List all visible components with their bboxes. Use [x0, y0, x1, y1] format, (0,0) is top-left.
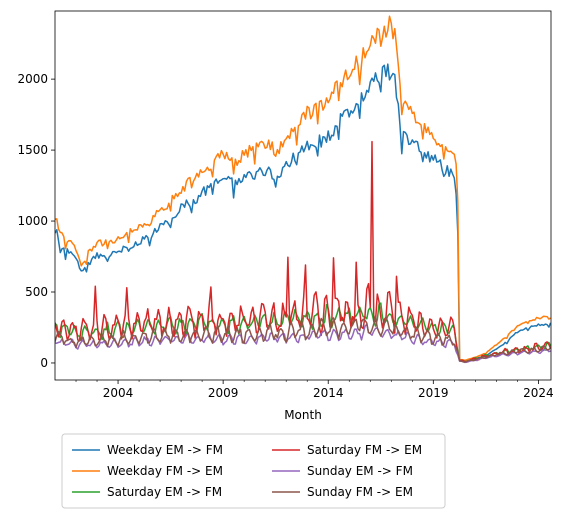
legend-item-sunday-em-fm: Sunday EM -> FM [272, 464, 413, 478]
y-tick-label-1000: 1000 [17, 214, 48, 228]
x-tick-label-2004: 2004 [103, 386, 134, 400]
legend-label: Saturday EM -> FM [107, 485, 222, 499]
series-layer [55, 15, 551, 364]
legend-label: Weekday EM -> FM [107, 443, 223, 457]
y-tick-label-1500: 1500 [17, 143, 48, 157]
x-tick-label-2019: 2019 [418, 386, 449, 400]
legend-item-weekday-fm-em: Weekday FM -> EM [72, 464, 223, 478]
legend-label: Saturday FM -> EM [307, 443, 422, 457]
x-tick-label-2009: 2009 [208, 386, 239, 400]
legend-label: Sunday FM -> EM [307, 485, 413, 499]
legend: Weekday EM -> FM Weekday FM -> EM Saturday… [61, 433, 446, 509]
legend-item-saturday-fm-em: Saturday FM -> EM [272, 443, 422, 457]
x-axis: 2004 2009 2014 2019 2024 [75, 380, 554, 400]
y-tick-label-2000: 2000 [17, 72, 48, 86]
plot-frame [54, 10, 552, 381]
legend-item-weekday-em-fm: Weekday EM -> FM [72, 443, 223, 457]
x-tick-label-2024: 2024 [523, 386, 554, 400]
x-tick-label-2014: 2014 [313, 386, 344, 400]
legend-box [61, 433, 446, 509]
legend-label: Sunday EM -> FM [307, 464, 413, 478]
legend-label: Weekday FM -> EM [107, 464, 223, 478]
y-tick-label-0: 0 [40, 356, 48, 370]
x-axis-label: Month [284, 408, 322, 422]
legend-item-sunday-fm-em: Sunday FM -> EM [272, 485, 413, 499]
y-tick-label-500: 500 [25, 285, 48, 299]
legend-item-saturday-em-fm: Saturday EM -> FM [72, 485, 222, 499]
y-axis: 0 500 1000 1500 2000 [17, 72, 55, 370]
series-line-sunday-fm-em [55, 315, 551, 363]
series-line-weekday-fm-em [55, 15, 551, 362]
